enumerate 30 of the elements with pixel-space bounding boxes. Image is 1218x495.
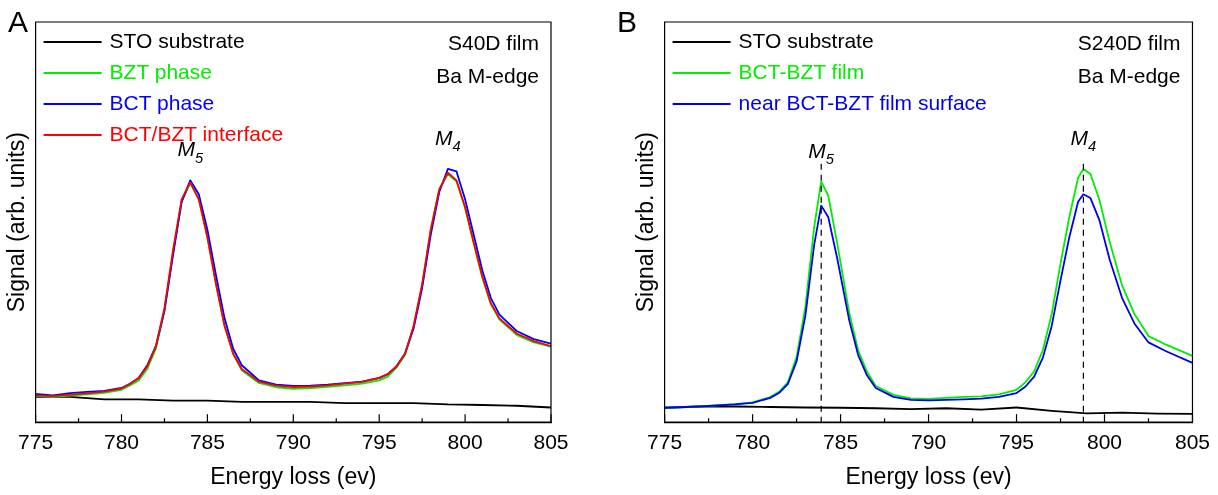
x-tick-label: 775 xyxy=(647,429,683,453)
legend-label: near BCT-BZT film surface xyxy=(738,90,987,114)
x-tick-label: 795 xyxy=(361,429,397,453)
legend-label: STO substrate xyxy=(109,28,245,52)
legend-label: BZT phase xyxy=(109,59,212,83)
text: S240D film xyxy=(1077,31,1181,54)
x-tick-label: 790 xyxy=(911,429,947,453)
x-tick-label: 785 xyxy=(189,429,225,453)
legend-label: BCT-BZT film xyxy=(738,59,865,83)
x-tick-label: 785 xyxy=(823,429,859,453)
text: S40D film xyxy=(447,31,539,54)
x-axis-title: Energy loss (ev) xyxy=(210,462,377,489)
x-axis-title: Energy loss (ev) xyxy=(845,462,1012,489)
x-tick-label: 775 xyxy=(18,429,54,453)
text: Ba M-edge xyxy=(436,64,539,87)
chart-title: A xyxy=(8,5,29,38)
x-tick-label: 800 xyxy=(447,429,483,453)
x-tick-label: 795 xyxy=(999,429,1035,453)
x-tick-label: 790 xyxy=(275,429,311,453)
y-axis-title: Signal (arb. units) xyxy=(3,131,30,313)
legend-label: STO substrate xyxy=(738,28,874,52)
text: Ba M-edge xyxy=(1077,64,1181,87)
x-tick-label: 780 xyxy=(735,429,771,453)
x-tick-label: 780 xyxy=(103,429,140,453)
legend-label: BCT phase xyxy=(109,90,215,114)
y-axis-title: Signal (arb. units) xyxy=(632,131,659,313)
x-tick-label: 805 xyxy=(1174,429,1210,453)
chart-title: B xyxy=(617,5,638,38)
x-tick-label: 800 xyxy=(1086,429,1123,453)
x-tick-label: 805 xyxy=(533,429,569,453)
